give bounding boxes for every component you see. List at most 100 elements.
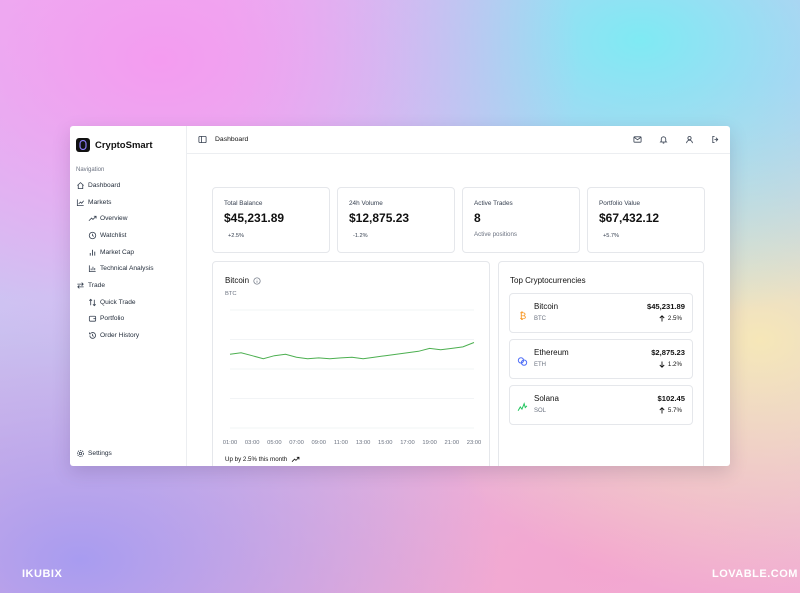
- bitcoin-chart-card: 01:00 03:00 05:00 07:00 09:00 11:00 13:00 15:00…: [212, 261, 490, 466]
- sidebar-item-dashboard[interactable]: Dashboard: [70, 177, 186, 194]
- sidebar-item-technical-analysis[interactable]: Technical Analysis: [70, 260, 186, 277]
- solana-icon: [517, 400, 528, 412]
- stat-value: $67,432.12: [599, 211, 660, 225]
- stat-label: Portfolio Value: [599, 200, 641, 207]
- sidebar-item-label: Quick Trade: [100, 298, 136, 306]
- stat-value: $45,231.89: [224, 211, 285, 225]
- crypto-name: Ethereum: [534, 348, 569, 357]
- sidebar-item-portfolio[interactable]: Portfolio: [70, 311, 186, 328]
- info-icon[interactable]: [253, 276, 261, 285]
- crypto-name: Solana: [534, 394, 559, 403]
- stat-label: Active Trades: [474, 200, 513, 207]
- stat-card-24h-volume: 24h Volume $12,875.23 -1.2%: [337, 187, 455, 253]
- crypto-symbol: ETH: [534, 362, 546, 368]
- x-tick-label: 11:00: [334, 440, 348, 446]
- sidebar-item-label: Watchlist: [100, 231, 127, 239]
- crypto-price: $45,231.89: [646, 302, 685, 311]
- trending-up-icon: [291, 456, 300, 463]
- sidebar: CryptoSmart Navigation Dashboard Markets…: [70, 126, 187, 466]
- x-tick-label: 19:00: [422, 440, 437, 446]
- chart-subtitle: BTC: [225, 291, 237, 297]
- stat-card-active-trades: Active Trades 8 Active positions: [462, 187, 580, 253]
- sidebar-item-label: Order History: [100, 332, 140, 340]
- stat-change: +5.7%: [603, 233, 620, 239]
- top-cryptocurrencies-card: Top Cryptocurrencies ₿ Bitcoin BTC $45,2…: [498, 261, 704, 466]
- brand-name: CryptoSmart: [95, 139, 153, 151]
- crypto-item-solana[interactable]: Solana SOL $102.45 5.7%: [509, 385, 693, 425]
- crypto-change: 2.5%: [659, 315, 682, 322]
- page-title: Dashboard: [215, 136, 249, 143]
- price-chart: 01:00 03:00 05:00 07:00 09:00 11:00 13:00 15:00…: [223, 309, 482, 446]
- crypto-item-bitcoin[interactable]: ₿ Bitcoin BTC $45,231.89 2.5%: [509, 293, 693, 333]
- crypto-change-value: 2.5%: [667, 315, 682, 322]
- crypto-name: Bitcoin: [534, 302, 559, 311]
- user-icon[interactable]: [685, 135, 694, 144]
- crypto-item-ethereum[interactable]: Ethereum ETH $2,875.23 1.2%: [509, 339, 693, 379]
- sidebar-item-label: Portfolio: [100, 315, 125, 323]
- arrows-swap-icon: [88, 298, 97, 307]
- chart-box-icon: [88, 264, 97, 273]
- stat-label: Total Balance: [224, 200, 263, 207]
- x-tick-label: 05:00: [267, 440, 282, 446]
- arrow-up-icon: [659, 407, 665, 414]
- logout-icon[interactable]: [711, 135, 720, 144]
- top-cryptos-title: Top Cryptocurrencies: [510, 276, 586, 285]
- crypto-price: $2,875.23: [651, 348, 685, 357]
- sidebar-item-label: Settings: [88, 450, 112, 458]
- lovable-watermark: LOVABLE.COM: [712, 568, 798, 580]
- crypto-symbol: BTC: [534, 316, 546, 322]
- brand[interactable]: CryptoSmart: [70, 132, 186, 158]
- x-tick-label: 21:00: [445, 440, 460, 446]
- sidebar-toggle-icon[interactable]: [198, 135, 207, 144]
- x-tick-label: 09:00: [311, 440, 326, 446]
- sidebar-item-quick-trade[interactable]: Quick Trade: [70, 294, 186, 311]
- arrows-swap-icon: [76, 281, 85, 290]
- x-tick-label: 03:00: [245, 440, 260, 446]
- sidebar-item-label: Trade: [88, 281, 105, 289]
- stat-card-portfolio-value: Portfolio Value $67,432.12 +5.7%: [587, 187, 705, 253]
- sidebar-item-label: Dashboard: [88, 181, 121, 189]
- trending-up-icon: [88, 214, 97, 223]
- sidebar-item-label: Technical Analysis: [100, 265, 154, 273]
- chart-title-text: Bitcoin: [225, 276, 250, 285]
- mail-icon[interactable]: [633, 135, 642, 144]
- sidebar-item-order-history[interactable]: Order History: [70, 327, 186, 344]
- sidebar-item-market-cap[interactable]: Market Cap: [70, 244, 186, 261]
- x-tick-label: 17:00: [400, 440, 415, 446]
- crypto-change: 1.2%: [659, 361, 682, 368]
- stat-card-total-balance: Total Balance $45,231.89 +2.5%: [212, 187, 330, 253]
- x-tick-label: 23:00: [467, 440, 482, 446]
- chart-footer: Up by 2.5% this month: [225, 456, 300, 463]
- stat-label: 24h Volume: [349, 200, 383, 207]
- bell-icon[interactable]: [659, 135, 668, 144]
- chart-title: Bitcoin: [225, 276, 261, 285]
- chart-line-icon: [76, 198, 85, 207]
- sidebar-item-settings[interactable]: Settings: [70, 445, 186, 462]
- crypto-price: $102.45: [657, 394, 685, 403]
- gear-icon: [76, 449, 85, 458]
- bitcoin-icon: ₿: [517, 308, 528, 322]
- chart-footer-text: Up by 2.5% this month: [225, 456, 288, 463]
- sidebar-item-overview[interactable]: Overview: [70, 210, 186, 227]
- topbar-actions: [633, 135, 720, 144]
- series-line-0: [229, 342, 475, 360]
- stat-value: $12,875.23: [349, 211, 410, 225]
- sidebar-item-label: Overview: [100, 215, 128, 223]
- sidebar-item-trade[interactable]: Trade: [70, 277, 186, 294]
- home-icon: [76, 181, 85, 190]
- x-tick-label: 01:00: [223, 440, 238, 446]
- crypto-change-value: 1.2%: [667, 361, 682, 368]
- stat-value: 8: [474, 211, 481, 225]
- sidebar-item-markets[interactable]: Markets: [70, 194, 186, 211]
- crypto-symbol: SOL: [534, 408, 547, 414]
- crypto-change-value: 5.7%: [667, 407, 682, 414]
- bar-chart-icon: [88, 248, 97, 257]
- wallet-icon: [88, 314, 97, 323]
- nav-list: Dashboard Markets Overview Watchlist Mar…: [70, 177, 186, 344]
- sidebar-item-watchlist[interactable]: Watchlist: [70, 227, 186, 244]
- x-tick-label: 15:00: [378, 440, 393, 446]
- brand-logo-icon: [76, 138, 90, 152]
- nav-caption: Navigation: [76, 167, 105, 173]
- svg-text:₿: ₿: [519, 311, 526, 321]
- stat-note: Active positions: [474, 231, 517, 238]
